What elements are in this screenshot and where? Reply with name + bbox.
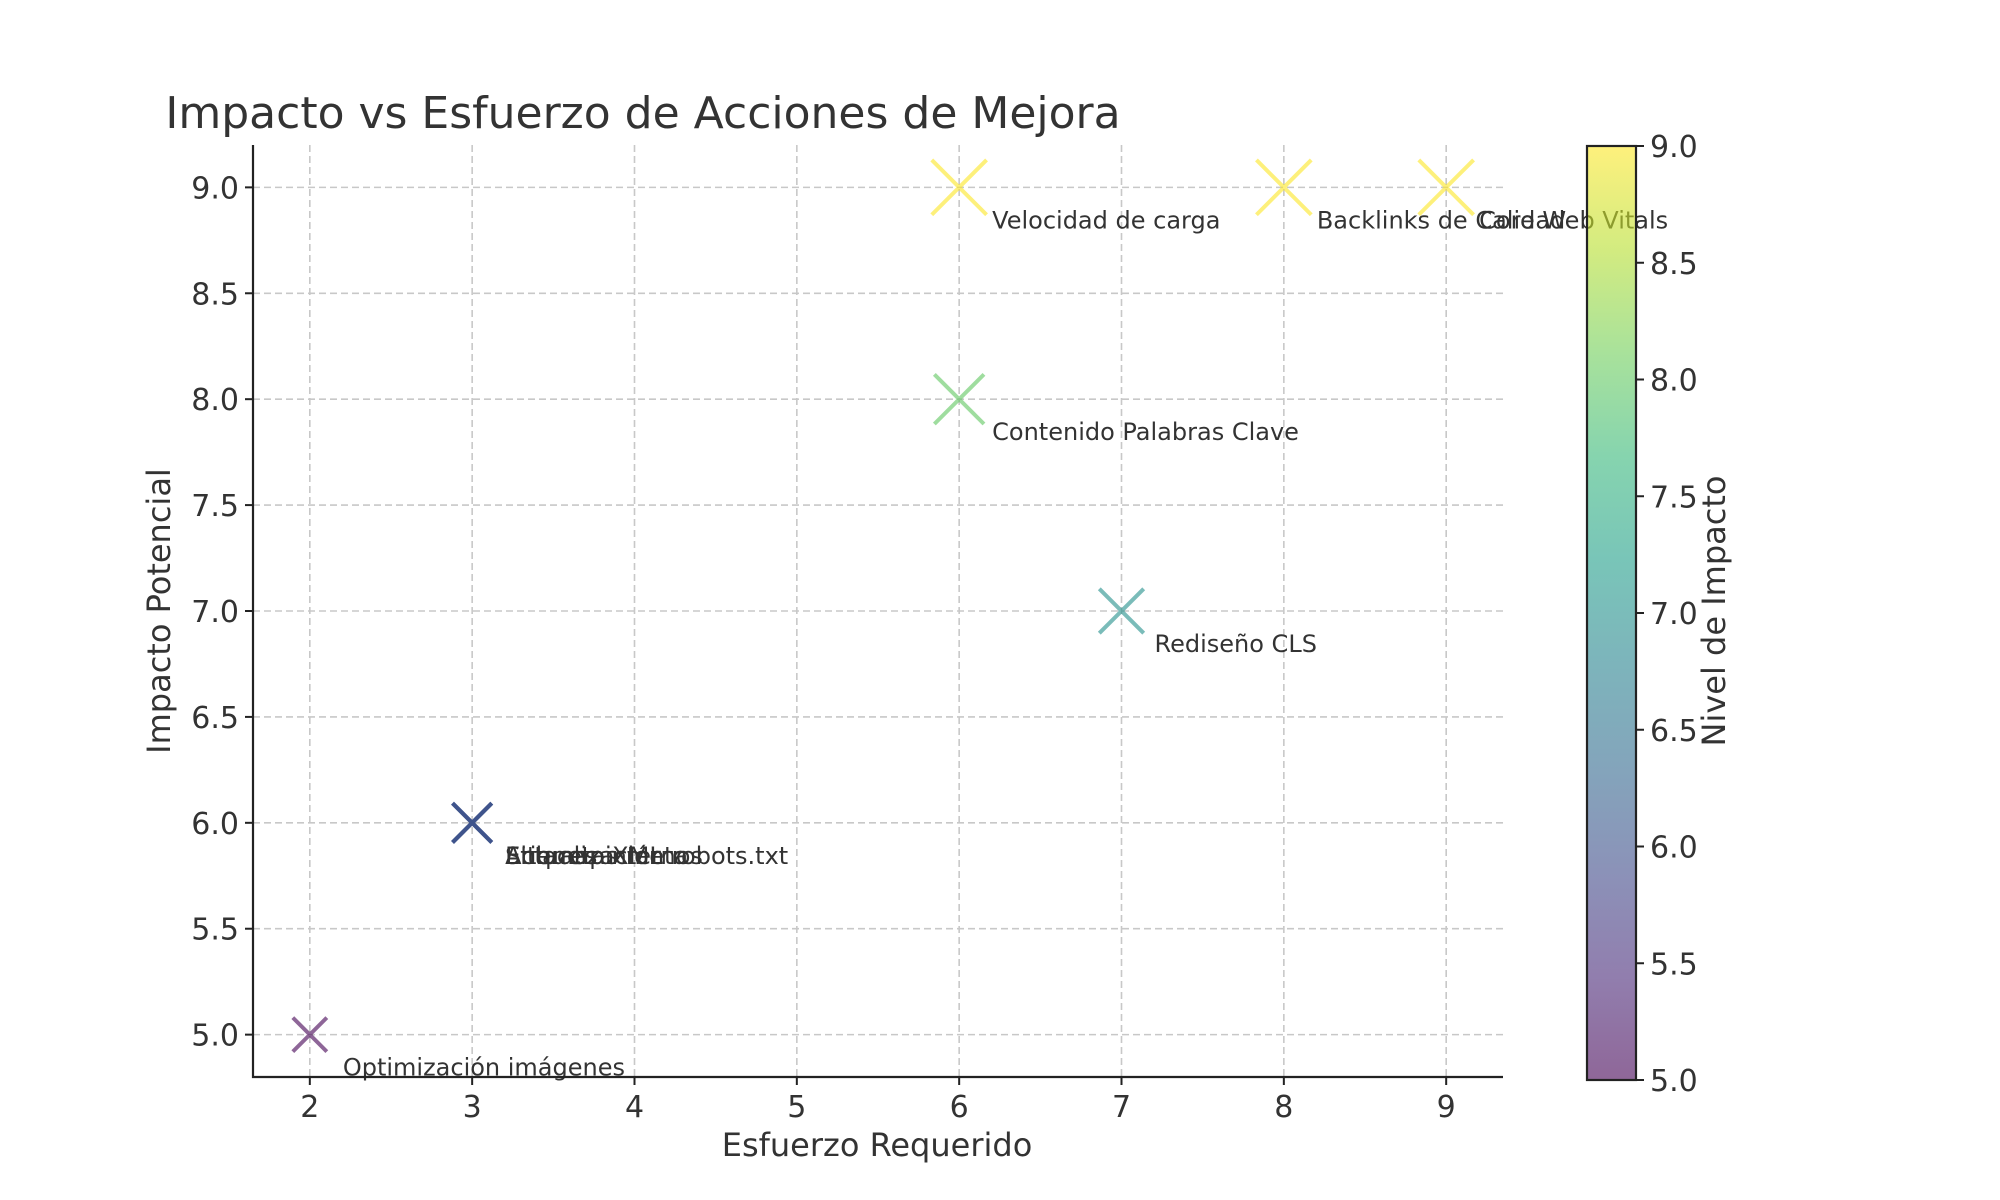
point-label: Contenido Palabras Clave bbox=[992, 418, 1299, 446]
point-label: Velocidad de carga bbox=[992, 206, 1220, 234]
y-tick-label: 8.0 bbox=[191, 383, 239, 418]
colorbar-tick-label: 5.0 bbox=[1650, 1064, 1698, 1099]
data-point bbox=[1255, 158, 1313, 217]
point-x-stroke bbox=[1417, 158, 1475, 217]
colorbar-tick-label: 8.0 bbox=[1650, 364, 1698, 399]
gridlines bbox=[253, 145, 1503, 1077]
y-tick-label: 5.5 bbox=[191, 913, 239, 948]
point-x-stroke bbox=[930, 158, 988, 217]
y-tick-label: 6.0 bbox=[191, 807, 239, 842]
colorbar-tick-label: 6.0 bbox=[1650, 831, 1698, 866]
point-x-stroke bbox=[291, 1016, 329, 1054]
y-tick-label: 7.5 bbox=[191, 489, 239, 524]
point-labels: Velocidad de carga Backlinks de CalidadCo… bbox=[343, 206, 1668, 1081]
data-point bbox=[932, 372, 986, 426]
x-axis-label: Esfuerzo Requerido bbox=[722, 1126, 1033, 1164]
point-x-stroke bbox=[1097, 587, 1146, 635]
data-point bbox=[1097, 587, 1146, 635]
colorbar-tick-label: 9.0 bbox=[1650, 130, 1698, 165]
y-tick-label: 6.5 bbox=[191, 701, 239, 736]
point-x-stroke bbox=[932, 372, 986, 426]
data-point bbox=[1417, 158, 1475, 217]
point-label: Etiquetas meta bbox=[505, 842, 688, 870]
x-tick-label: 8 bbox=[1274, 1090, 1293, 1125]
plot-axes: 2 3 4 5 6 7 8 9 5.0 5.5 6.0 6.5 7.0 7.5 8.0 8.5 9.0 bbox=[191, 145, 1503, 1125]
colorbar-tick-label: 8.5 bbox=[1650, 247, 1698, 282]
point-label: Enlaces internos bbox=[505, 842, 703, 870]
y-tick-label: 7.0 bbox=[191, 595, 239, 630]
y-axis-label: Impacto Potencial bbox=[140, 468, 178, 754]
point-x-stroke bbox=[451, 801, 494, 844]
x-tick-label: 3 bbox=[463, 1090, 482, 1125]
x-tick-label: 6 bbox=[950, 1090, 969, 1125]
point-label: Sitemap XML bbox=[505, 842, 663, 870]
x-tick-label: 2 bbox=[300, 1090, 319, 1125]
colorbar: 5.0 5.5 6.0 6.5 7.0 7.5 8.0 8.5 9.0 bbox=[1585, 130, 1698, 1099]
colorbar-tick-label: 7.0 bbox=[1650, 597, 1698, 632]
colorbar-label: Nivel de Impacto bbox=[1695, 476, 1733, 747]
data-point bbox=[451, 801, 494, 844]
x-tick-label: 7 bbox=[1112, 1090, 1131, 1125]
data-point bbox=[930, 158, 988, 217]
y-tick-label: 9.0 bbox=[191, 171, 239, 206]
colorbar-tick-label: 7.5 bbox=[1650, 480, 1698, 515]
point-label: Rediseño CLS bbox=[1155, 630, 1317, 658]
point-label: Actualización robots.txt bbox=[505, 842, 788, 870]
colorbar-tick-label: 6.5 bbox=[1650, 714, 1698, 749]
point-x-stroke bbox=[1255, 158, 1313, 217]
axis-spines bbox=[251, 145, 1503, 1079]
point-label: Core Web Vitals bbox=[1479, 206, 1668, 234]
colorbar-tick-label: 5.5 bbox=[1650, 947, 1698, 982]
point-label: Backlinks de Calidad bbox=[1317, 206, 1565, 234]
x-tick-label: 5 bbox=[787, 1090, 806, 1125]
y-tick-label: 8.5 bbox=[191, 277, 239, 312]
data-point bbox=[291, 1016, 329, 1054]
data-points bbox=[291, 158, 1475, 1054]
y-tick-label: 5.0 bbox=[191, 1019, 239, 1054]
x-tick-label: 4 bbox=[625, 1090, 644, 1125]
colorbar-gradient bbox=[1587, 146, 1636, 1080]
x-tick-label: 9 bbox=[1437, 1090, 1456, 1125]
chart-title: Impacto vs Esfuerzo de Acciones de Mejor… bbox=[165, 88, 1120, 139]
